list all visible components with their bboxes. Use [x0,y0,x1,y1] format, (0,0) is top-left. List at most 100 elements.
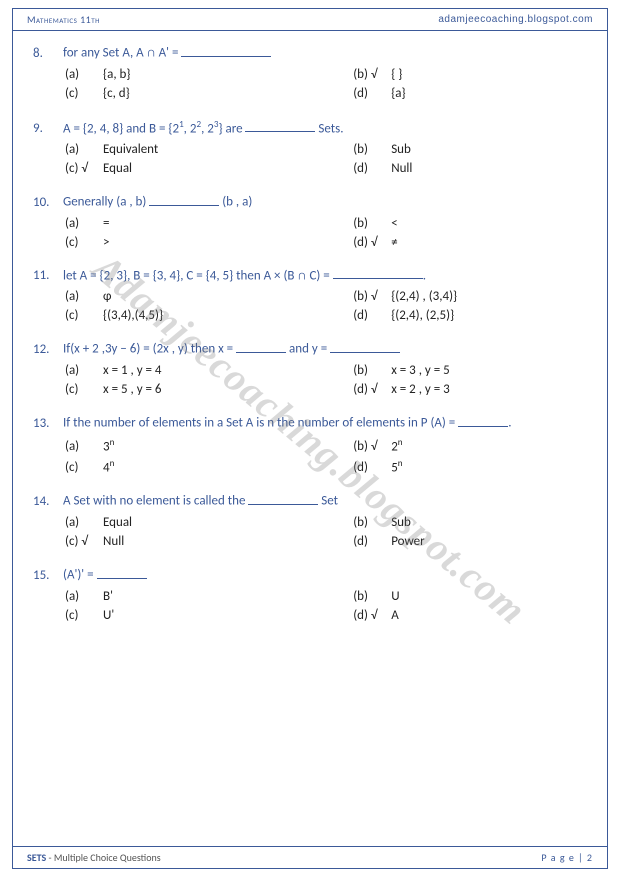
option-label: (d) [351,534,391,549]
option-row: (a)B'(b)U [63,589,587,604]
question-text: If(x + 2 ,3y − 6) = (2x , y) then x = an… [63,341,587,357]
question-row: 12.If(x + 2 ,3y − 6) = (2x , y) then x =… [33,341,587,357]
question-row: 8.for any Set A, A ∩ A' = [33,45,587,61]
page-header: Mathematics 11th adamjeecoaching.blogspo… [13,9,607,31]
option: (a){a, b} [63,67,351,82]
option: (c)U' [63,608,351,623]
question-block: 11.let A = {2, 3}, B = {3, 4}, C = {4, 5… [33,268,587,324]
question-number: 8. [33,46,63,61]
option-label: (a) [63,142,103,157]
question-block: 12.If(x + 2 ,3y − 6) = (2x , y) then x =… [33,341,587,397]
option-row: (a)Equal(b)Sub [63,515,587,530]
questions-list: 8.for any Set A, A ∩ A' = (a){a, b}(b) √… [33,45,587,623]
option-label: (c) [63,308,103,323]
option-label: (c) [63,86,103,101]
option-text: U [391,589,399,604]
footer-page-number: P a g e | 2 [541,851,593,864]
option-label: (b) √ [351,289,391,304]
option-text: Sub [391,142,411,157]
option-text: Null [103,534,124,549]
option-label: (b) √ [351,67,391,82]
option: (a)= [63,216,351,231]
option: (d){a} [351,86,587,101]
question-row: 13.If the number of elements in a Set A … [33,415,587,431]
question-text: Generally (a , b) (b , a) [63,194,587,210]
option-label: (c) √ [63,161,103,176]
question-text: for any Set A, A ∩ A' = [63,45,587,61]
question-text: let A = {2, 3}, B = {3, 4}, C = {4, 5} t… [63,268,587,284]
option-text: {(3,4),(4,5)} [103,308,163,323]
options: (a)Equal(b)Sub (c) √Null (d)Power [33,515,587,549]
option-label: (a) [63,67,103,82]
option: (b) √{(2,4) , (3,4)} [351,289,587,304]
option-row: (c)4n(d)5n [63,458,587,475]
header-subject: Mathematics 11th [27,13,100,26]
option: (b)U [351,589,587,604]
option-row: (a)Equivalent(b)Sub [63,142,587,157]
option-row: (a)x = 1 , y = 4 (b)x = 3 , y = 5 [63,363,587,378]
question-number: 15. [33,568,63,583]
option-label: (a) [63,216,103,231]
question-block: 8.for any Set A, A ∩ A' = (a){a, b}(b) √… [33,45,587,101]
option-row: (c)U'(d) √A [63,608,587,623]
option: (d) √A [351,608,587,623]
option: (a)Equivalent [63,142,351,157]
option-text: 3n [103,437,114,454]
question-number: 11. [33,268,63,283]
option-row: (c) √Null (d)Power [63,534,587,549]
option-text: A [391,608,399,623]
option: (c)4n [63,458,351,475]
option: (c) √Equal [63,161,351,176]
option-label: (b) [351,216,391,231]
option: (d)Null [351,161,587,176]
option: (b)Sub [351,515,587,530]
option-label: (c) [63,235,103,250]
option-label: (d) [351,161,391,176]
option-text: = [103,216,109,231]
option-label: (d) [351,86,391,101]
options: (a)=(b)<(c)>(d) √≠ [33,216,587,250]
question-row: 10.Generally (a , b) (b , a) [33,194,587,210]
option-text: {(2,4), (2,5)} [391,308,454,323]
option-text: ≠ [391,235,397,250]
option-label: (c) √ [63,534,103,549]
option: (d)Power [351,534,587,549]
option-row: (c){c, d}(d){a} [63,86,587,101]
option: (c){c, d} [63,86,351,101]
option-text: < [391,216,397,231]
option-label: (b) [351,589,391,604]
option-label: (a) [63,289,103,304]
option-row: (a)=(b)< [63,216,587,231]
question-block: 14.A Set with no element is called the S… [33,493,587,549]
question-number: 9. [33,121,63,136]
option-label: (b) [351,515,391,530]
option-text: B' [103,589,113,604]
content-area: Adamjeecoaching.blogspot.com 8.for any S… [13,31,607,846]
option: (c){(3,4),(4,5)} [63,308,351,323]
option: (b) √{ } [351,67,587,82]
option-label: (c) [63,460,103,475]
question-text: If the number of elements in a Set A is … [63,415,587,431]
question-block: 13.If the number of elements in a Set A … [33,415,587,475]
question-text: A = {2, 4, 8} and B = {21, 22, 23} are S… [63,119,587,136]
option-label: (d) √ [351,382,391,397]
page-border: Mathematics 11th adamjeecoaching.blogspo… [12,8,608,869]
option: (d) √x = 2 , y = 3 [351,382,587,397]
question-block: 10.Generally (a , b) (b , a)(a)=(b)<(c)>… [33,194,587,250]
option-row: (c) √Equal(d)Null [63,161,587,176]
option-label: (a) [63,363,103,378]
option-label: (d) [351,308,391,323]
option-row: (c)>(d) √≠ [63,235,587,250]
option-row: (c){(3,4),(4,5)}(d){(2,4), (2,5)} [63,308,587,323]
options: (a)Equivalent(b)Sub (c) √Equal(d)Null [33,142,587,176]
option: (c)x = 5 , y = 6 [63,382,351,397]
option-text: x = 3 , y = 5 [391,363,450,378]
option-text: x = 1 , y = 4 [103,363,162,378]
question-text: A Set with no element is called the Set [63,493,587,509]
option-text: {a} [391,86,405,101]
question-block: 9.A = {2, 4, 8} and B = {21, 22, 23} are… [33,119,587,176]
option-label: (b) [351,363,391,378]
question-text: (A')' = [63,567,587,583]
option-row: (a){a, b}(b) √{ } [63,67,587,82]
question-row: 9.A = {2, 4, 8} and B = {21, 22, 23} are… [33,119,587,136]
